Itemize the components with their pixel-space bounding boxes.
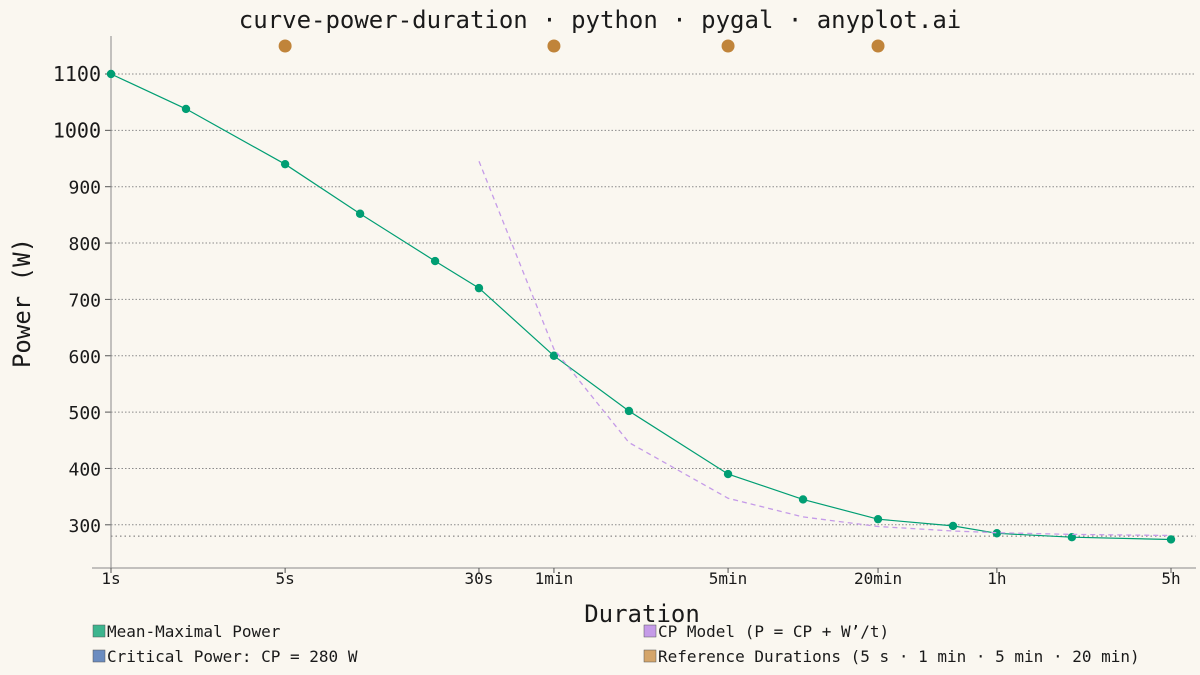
y-tick-label: 800 [68, 234, 101, 255]
legend-item: Reference Durations (5 s · 1 min · 5 min… [643, 647, 1140, 666]
chart-title: curve-power-duration · python · pygal · … [239, 6, 961, 34]
mmp-data-point [1067, 532, 1077, 542]
x-tick-label: 30s [465, 569, 494, 588]
mmp-data-point [1166, 535, 1176, 544]
y-tick-label: 900 [68, 178, 101, 199]
mmp-data-point [624, 406, 634, 416]
legend-swatch [92, 649, 106, 663]
reference-duration-marker [547, 39, 561, 53]
legend-label: Mean-Maximal Power [107, 622, 281, 641]
y-tick-label: 600 [68, 347, 101, 368]
y-axis-title: Power (W) [8, 238, 36, 368]
x-tick-label: 5s [275, 569, 294, 588]
legend-swatch [92, 624, 106, 638]
y-tick-label: 1000 [53, 118, 101, 142]
legend-label: Critical Power: CP = 280 W [107, 647, 358, 666]
mmp-data-point [355, 209, 365, 218]
x-tick-label: 1h [987, 569, 1006, 588]
y-tick-label: 700 [68, 290, 101, 311]
x-tick-label: 5min [709, 569, 748, 588]
mmp-data-point [280, 159, 290, 169]
mmp-data-point [992, 529, 1002, 538]
mmp-data-point [948, 521, 958, 531]
y-tick-label: 500 [68, 403, 101, 424]
legend-swatch [643, 649, 657, 663]
legend-label: CP Model (P = CP + W’/t) [658, 622, 889, 641]
axes [92, 36, 1196, 573]
mmp-data-point [873, 514, 883, 524]
cp-model-line [478, 161, 1172, 537]
reference-duration-marker [721, 39, 735, 53]
reference-markers [278, 39, 885, 53]
mmp-data-point [474, 283, 484, 293]
x-tick-label: 1min [535, 569, 574, 588]
legend-label: Reference Durations (5 s · 1 min · 5 min… [658, 647, 1140, 666]
legend-item: Mean-Maximal Power [92, 622, 281, 641]
x-tick-label: 5h [1161, 569, 1180, 588]
plot-area [106, 69, 1176, 544]
reference-duration-marker [278, 39, 292, 53]
tick-labels: 300 400 500 600 700 800 900 1000 1100 1s 5s 30s 1min… [53, 62, 1181, 588]
x-tick-label: 20min [854, 569, 902, 588]
legend: Mean-Maximal Power CP Model (P = CP + W’/… [92, 622, 1140, 666]
mmp-data-point [430, 256, 440, 266]
x-axis-title: Duration [584, 600, 700, 628]
mmp-data-point [798, 495, 808, 504]
mmp-data-point [106, 69, 116, 79]
y-tick-label: 400 [68, 459, 101, 480]
mmp-data-point [181, 104, 191, 114]
reference-duration-marker [871, 39, 885, 53]
legend-item: Critical Power: CP = 280 W [92, 647, 358, 666]
x-tick-label: 1s [101, 569, 120, 588]
mmp-series-line [110, 73, 1172, 541]
legend-item: CP Model (P = CP + W’/t) [643, 622, 889, 641]
mmp-data-point [549, 351, 559, 360]
legend-swatch [643, 624, 657, 638]
grid [111, 73, 1196, 537]
y-tick-label: 1100 [53, 62, 101, 86]
mmp-data-point [723, 469, 733, 479]
y-tick-label: 300 [68, 516, 101, 537]
